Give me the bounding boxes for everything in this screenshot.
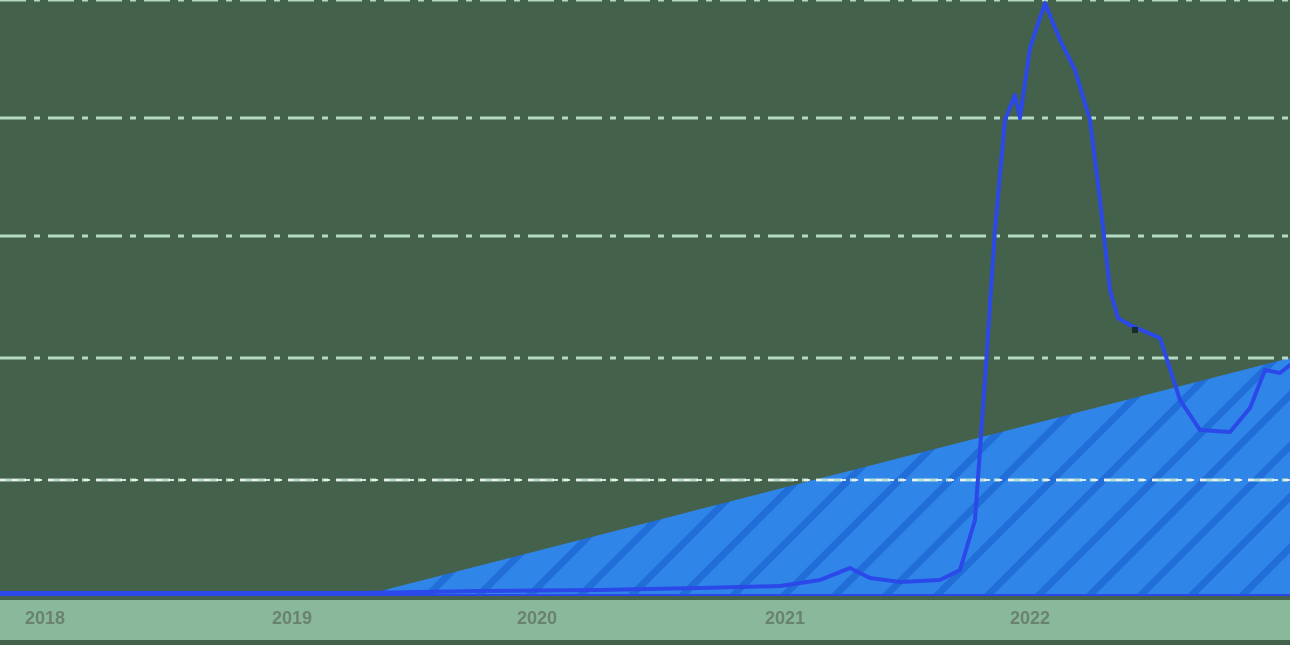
x-axis-label: 2019 bbox=[272, 608, 312, 629]
x-axis-label: 2018 bbox=[25, 608, 65, 629]
chart-canvas bbox=[0, 0, 1290, 645]
time-series-chart: 2018 2019 2020 2021 2022 bbox=[0, 0, 1290, 645]
x-axis-label: 2022 bbox=[1010, 608, 1050, 629]
x-axis-label: 2021 bbox=[765, 608, 805, 629]
x-axis-label: 2020 bbox=[517, 608, 557, 629]
